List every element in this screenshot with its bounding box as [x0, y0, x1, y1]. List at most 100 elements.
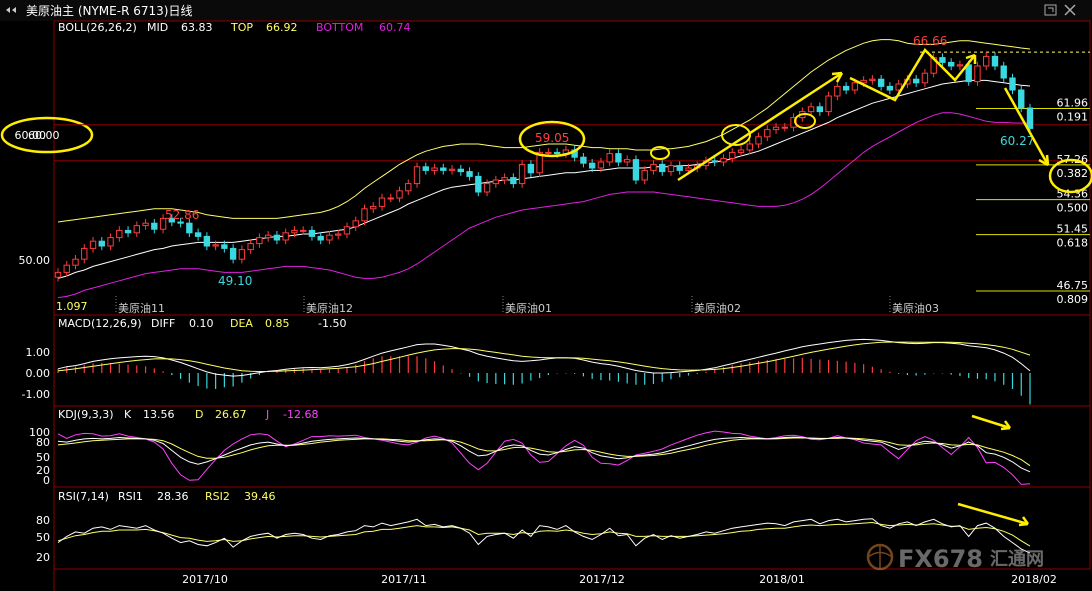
candle [580, 153, 587, 168]
top-value: 66.92 [266, 21, 298, 34]
candle [650, 160, 657, 175]
contract-label-12: 美原油12 [306, 301, 353, 315]
back-forward-arrows-icon[interactable] [6, 7, 16, 13]
candle [413, 162, 421, 188]
candle-body [63, 264, 70, 273]
candle [606, 149, 613, 167]
candle-body [229, 247, 237, 260]
rsi1-value: 28.36 [157, 490, 189, 503]
trend-arrow-up-head [831, 71, 844, 83]
top-name: TOP [230, 21, 253, 34]
candle [194, 228, 202, 241]
candle-body [273, 234, 281, 241]
candle [142, 219, 149, 230]
kdj-panel [57, 430, 1031, 485]
fib-price-label: 51.45 [1057, 223, 1089, 236]
main-price-panel: 61.960.19157.260.38254.360.50051.450.618… [54, 39, 1090, 306]
candle [133, 221, 141, 237]
candle [720, 154, 727, 167]
candle [921, 69, 929, 87]
candle [247, 239, 254, 254]
candle [974, 61, 981, 86]
zigzag-annotation [849, 47, 976, 102]
candle-body [124, 229, 132, 234]
candle-body [247, 243, 254, 251]
macd-legend: MACD(12,26,9) DIFF 0.10 DEA 0.85 -1.50 [58, 317, 346, 330]
candle-body [816, 106, 824, 113]
restore-icon[interactable] [1044, 4, 1057, 16]
macd-indicator-label: MACD(12,26,9) [58, 317, 142, 330]
candle-body [965, 64, 972, 83]
rsi-legend: RSI(7,14) RSI1 28.36 RSI2 39.46 [58, 490, 276, 503]
candle-body [685, 167, 692, 171]
rsi-axis-label-20: 20 [36, 551, 50, 564]
kdj-arrow-head [1000, 420, 1012, 431]
candle [1026, 103, 1034, 133]
close-icon[interactable] [1064, 4, 1076, 16]
candle-body [133, 225, 141, 234]
fib-ratio-label: 0.191 [1057, 110, 1089, 123]
macd-dea-line [57, 341, 1031, 372]
candle [54, 268, 62, 282]
candle [159, 214, 167, 234]
rsi2-name: RSI2 [205, 490, 230, 503]
candle-body [772, 126, 780, 131]
mid-value: 63.83 [181, 21, 213, 34]
d-value: 26.67 [215, 408, 247, 421]
dea-name: DEA [230, 317, 253, 330]
candle-body [54, 271, 62, 278]
annotation-low-49: 49.10 [218, 274, 252, 288]
candle [632, 155, 640, 185]
candle [89, 237, 97, 253]
candle-body [518, 163, 526, 185]
time-label-2017-12: 2017/12 [579, 573, 625, 586]
candle [370, 202, 377, 213]
candle-body [238, 249, 246, 260]
candle-body [746, 143, 753, 151]
circle-annotation-small-b [721, 124, 751, 146]
candle [807, 102, 815, 116]
candle [63, 261, 70, 277]
candle [983, 52, 990, 71]
candle [291, 226, 298, 237]
candle-body [151, 222, 158, 230]
annotation-high-66: 66.66 [913, 34, 947, 48]
macd-axis-label-1: 1.00 [26, 346, 51, 359]
candle [440, 163, 447, 175]
candle [457, 165, 465, 176]
rsi1-line [57, 518, 1031, 554]
candle [72, 255, 79, 270]
candle-body [974, 65, 981, 83]
candle [168, 214, 176, 227]
candle-body [877, 78, 885, 87]
candle [335, 229, 342, 240]
contract-label-01: 美原油01 [505, 301, 552, 315]
candle [755, 132, 762, 149]
contract-labels: 美原油11 美原油12 美原油01 美原油02 美原油03 [115, 296, 939, 315]
candle-body [912, 78, 920, 84]
candle [877, 75, 885, 91]
candle-body [501, 177, 508, 181]
candle [221, 240, 228, 253]
candle [536, 148, 543, 177]
candle-body [729, 151, 736, 159]
window-title: 美原油主 (NYME-R 6713)日线 [26, 4, 192, 18]
candle [623, 155, 631, 167]
candle-body [886, 85, 894, 91]
candle-body [921, 72, 929, 84]
kdj-k-line [57, 436, 1031, 473]
candle-body [510, 177, 517, 185]
candle-body [168, 217, 176, 223]
candle [659, 160, 666, 176]
circle-annotation-382 [1048, 158, 1092, 194]
diff-value: 0.10 [189, 317, 214, 330]
candle [177, 217, 184, 228]
candle-body [370, 205, 377, 210]
annotation-high-59: 59.05 [535, 131, 569, 145]
candle [343, 222, 351, 239]
candle [711, 156, 718, 167]
candle [361, 204, 368, 225]
fib-ratio-label: 0.500 [1057, 202, 1089, 215]
rsi-arrow-head [1018, 516, 1030, 527]
candle-body [588, 162, 596, 169]
